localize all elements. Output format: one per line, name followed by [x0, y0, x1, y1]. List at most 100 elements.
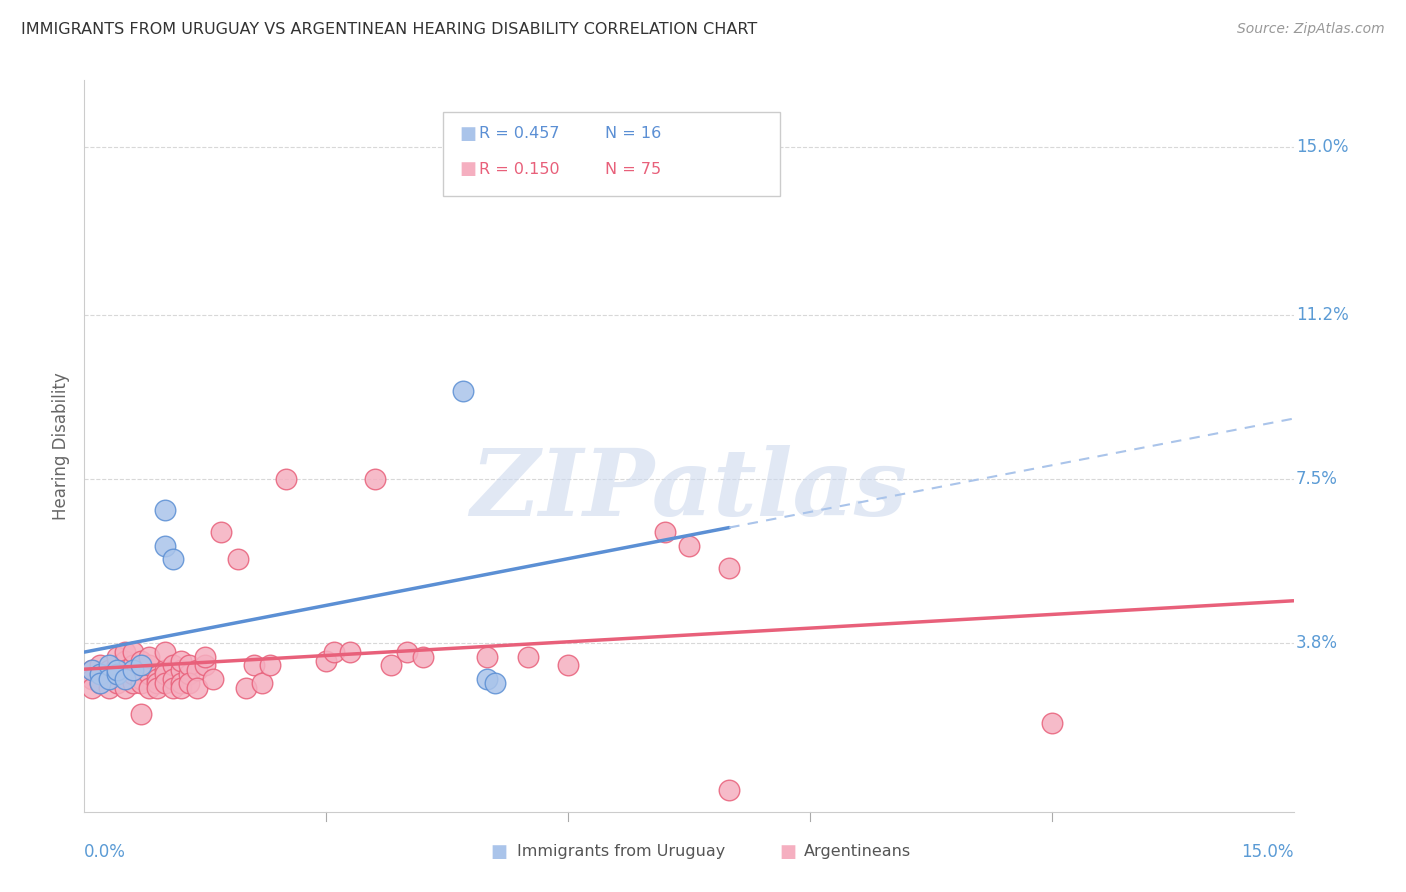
- Point: [138, 667, 160, 681]
- Point: [339, 645, 361, 659]
- Text: ■: ■: [779, 843, 796, 861]
- Point: [451, 384, 474, 398]
- Point: [274, 472, 297, 486]
- Point: [105, 667, 128, 681]
- Text: Immigrants from Uruguay: Immigrants from Uruguay: [517, 845, 725, 859]
- Point: [170, 676, 193, 690]
- Point: [226, 552, 249, 566]
- Point: [484, 676, 506, 690]
- Text: Source: ZipAtlas.com: Source: ZipAtlas.com: [1237, 22, 1385, 37]
- Text: R = 0.150: R = 0.150: [479, 162, 560, 177]
- Point: [105, 667, 128, 681]
- Text: ■: ■: [460, 125, 477, 143]
- Point: [1040, 716, 1063, 731]
- Point: [153, 676, 176, 690]
- Point: [97, 658, 120, 673]
- Point: [89, 676, 111, 690]
- Point: [114, 681, 136, 695]
- Point: [235, 681, 257, 695]
- Point: [146, 676, 169, 690]
- Point: [105, 658, 128, 673]
- Text: IMMIGRANTS FROM URUGUAY VS ARGENTINEAN HEARING DISABILITY CORRELATION CHART: IMMIGRANTS FROM URUGUAY VS ARGENTINEAN H…: [21, 22, 758, 37]
- Text: 15.0%: 15.0%: [1296, 137, 1348, 156]
- Point: [121, 658, 143, 673]
- Point: [718, 561, 741, 575]
- Point: [162, 672, 184, 686]
- Point: [194, 649, 217, 664]
- Point: [242, 658, 264, 673]
- Point: [380, 658, 402, 673]
- Point: [170, 663, 193, 677]
- Text: 3.8%: 3.8%: [1296, 634, 1339, 652]
- Point: [162, 552, 184, 566]
- Point: [129, 663, 152, 677]
- Point: [129, 658, 152, 673]
- Text: ■: ■: [460, 161, 477, 178]
- Point: [105, 676, 128, 690]
- Point: [121, 667, 143, 681]
- Text: 0.0%: 0.0%: [84, 843, 127, 861]
- Text: R = 0.457: R = 0.457: [479, 127, 560, 141]
- Point: [129, 676, 152, 690]
- Point: [97, 672, 120, 686]
- Point: [153, 663, 176, 677]
- Point: [121, 676, 143, 690]
- Point: [179, 667, 201, 681]
- Y-axis label: Hearing Disability: Hearing Disability: [52, 372, 70, 520]
- Point: [186, 663, 208, 677]
- Point: [259, 658, 281, 673]
- Text: ■: ■: [491, 843, 508, 861]
- Text: 15.0%: 15.0%: [1241, 843, 1294, 861]
- Point: [202, 672, 225, 686]
- Point: [146, 681, 169, 695]
- Point: [105, 663, 128, 677]
- Point: [194, 658, 217, 673]
- Point: [105, 649, 128, 664]
- Point: [162, 658, 184, 673]
- Point: [363, 472, 385, 486]
- Point: [89, 667, 111, 681]
- Text: 11.2%: 11.2%: [1296, 306, 1348, 324]
- Text: N = 16: N = 16: [605, 127, 661, 141]
- Point: [153, 503, 176, 517]
- Point: [186, 681, 208, 695]
- Point: [97, 663, 120, 677]
- Point: [395, 645, 418, 659]
- Point: [412, 649, 434, 664]
- Text: 7.5%: 7.5%: [1296, 470, 1339, 488]
- Point: [129, 654, 152, 668]
- Point: [170, 681, 193, 695]
- Point: [89, 658, 111, 673]
- Point: [114, 645, 136, 659]
- Point: [82, 663, 104, 677]
- Point: [121, 663, 143, 677]
- Point: [170, 654, 193, 668]
- Point: [129, 672, 152, 686]
- Point: [678, 539, 700, 553]
- Point: [153, 539, 176, 553]
- Point: [82, 672, 104, 686]
- Text: N = 75: N = 75: [605, 162, 661, 177]
- Point: [557, 658, 579, 673]
- Point: [323, 645, 346, 659]
- Point: [315, 654, 337, 668]
- Point: [654, 525, 676, 540]
- Point: [179, 658, 201, 673]
- Point: [97, 672, 120, 686]
- Point: [114, 654, 136, 668]
- Point: [477, 672, 499, 686]
- Point: [162, 681, 184, 695]
- Text: ZIPatlas: ZIPatlas: [471, 445, 907, 535]
- Point: [250, 676, 273, 690]
- Point: [477, 649, 499, 664]
- Point: [89, 667, 111, 681]
- Point: [114, 663, 136, 677]
- Point: [121, 645, 143, 659]
- Point: [209, 525, 232, 540]
- Point: [82, 663, 104, 677]
- Point: [153, 645, 176, 659]
- Point: [138, 649, 160, 664]
- Point: [114, 672, 136, 686]
- Point: [129, 707, 152, 722]
- Point: [516, 649, 538, 664]
